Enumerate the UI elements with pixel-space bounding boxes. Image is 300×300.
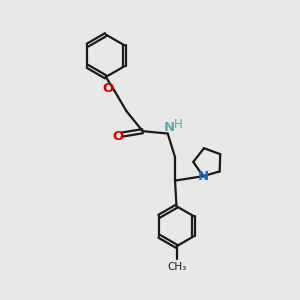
Text: CH₃: CH₃ <box>167 262 186 272</box>
Text: N: N <box>198 170 209 183</box>
Text: N: N <box>164 121 175 134</box>
Text: O: O <box>103 82 114 95</box>
Text: H: H <box>174 118 182 130</box>
Text: O: O <box>112 130 124 143</box>
